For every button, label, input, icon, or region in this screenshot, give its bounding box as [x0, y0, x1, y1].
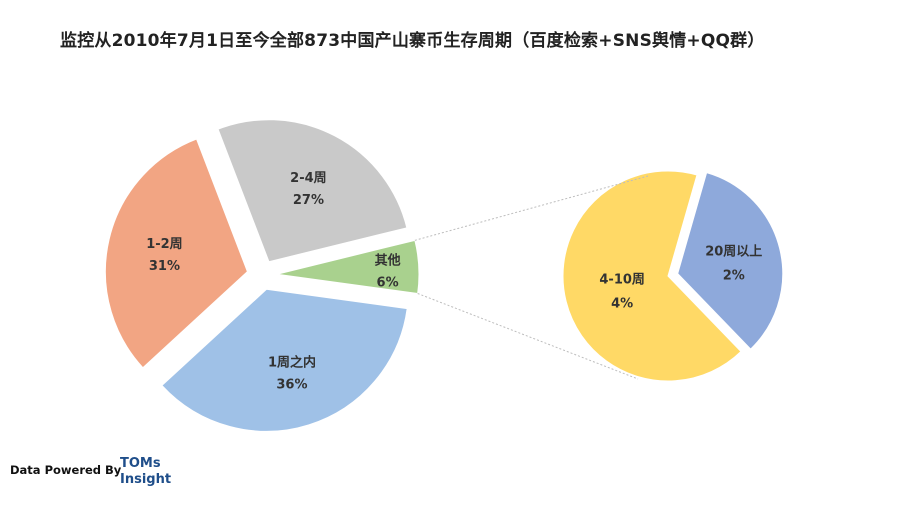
connector-line-top	[414, 175, 649, 241]
sub-slice-0	[677, 172, 784, 350]
main-slice-0	[161, 288, 408, 432]
main-value-2: 27%	[293, 193, 324, 208]
brand-line-1: TOMs	[120, 456, 161, 471]
main-slice-2	[217, 119, 408, 263]
sub-value-1: 4%	[611, 296, 633, 311]
main-value-1: 31%	[149, 259, 180, 274]
connector-line-bottom	[417, 293, 639, 380]
sub-value-0: 2%	[723, 269, 745, 284]
sub-slice-1	[562, 170, 742, 382]
main-label-1: 1-2周	[146, 237, 183, 252]
sub-label-1: 4-10周	[599, 272, 645, 287]
main-value-0: 36%	[276, 378, 307, 393]
main-label-3: 其他	[375, 252, 401, 268]
main-label-2: 2-4周	[290, 171, 327, 186]
brand-logo-text: TOMs Insight	[120, 456, 171, 488]
main-slice-3	[276, 239, 420, 295]
main-label-0: 1周之内	[268, 355, 316, 371]
brand-line-2: Insight	[120, 472, 172, 487]
sub-label-0: 20周以上	[705, 245, 762, 260]
data-powered-by-label: Data Powered By	[10, 463, 122, 477]
main-value-3: 6%	[377, 275, 399, 290]
chart-title: 监控从2010年7月1日至今全部873中国产山寨币生存周期（百度检索+SNS舆情…	[60, 31, 765, 51]
main-slice-1	[104, 138, 248, 369]
